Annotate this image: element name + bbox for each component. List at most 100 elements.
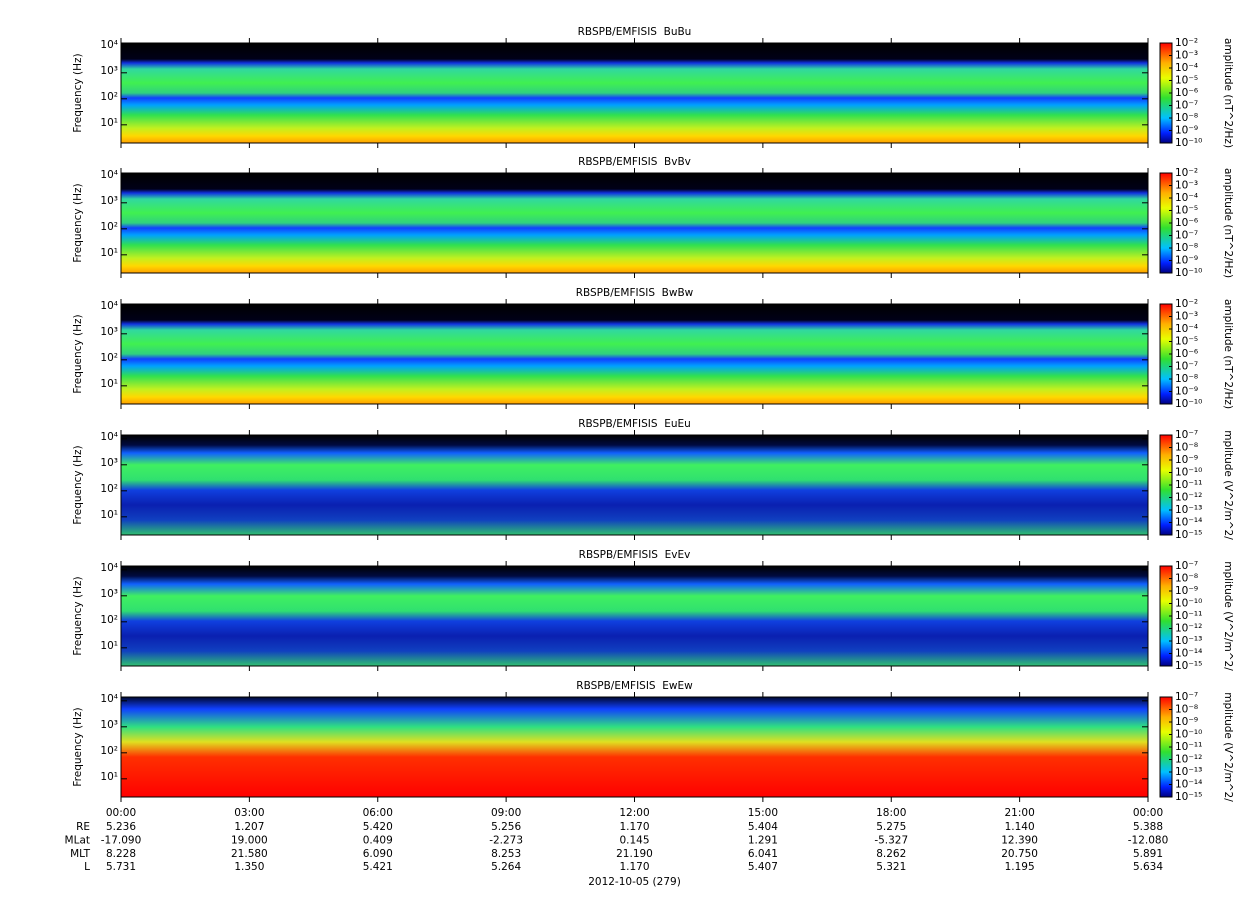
colorbar-tick-label: 10⁻⁷ [1175, 429, 1198, 441]
ephemeris-value: 0.409 [363, 834, 393, 846]
colorbar-tick-label: 10⁻¹¹ [1175, 741, 1202, 753]
colorbar-tick-label: 10⁻¹³ [1175, 504, 1202, 516]
colorbar-tick-label: 10⁻¹⁵ [1175, 529, 1202, 541]
y-tick-label: 10⁴ [100, 693, 118, 705]
ephemeris-value: 8.253 [491, 848, 521, 860]
y-axis-label: Frequency (Hz) [72, 576, 84, 655]
colorbar-tick-label: 10⁻⁷ [1175, 230, 1198, 242]
ephemeris-value: 6.090 [363, 848, 393, 860]
colorbar-tick-label: 10⁻¹⁵ [1175, 660, 1202, 672]
colorbar-tick-label: 10⁻¹⁴ [1175, 779, 1202, 791]
ephemeris-value: 21.190 [616, 848, 653, 860]
ephemeris-value: 5.421 [363, 861, 393, 873]
y-tick-label: 10⁴ [100, 562, 118, 574]
y-tick-label: 10¹ [100, 247, 118, 259]
y-tick-label: 10² [100, 745, 118, 757]
ephemeris-value: 5.321 [876, 861, 906, 873]
ephemeris-value: -2.273 [489, 834, 523, 846]
ephemeris-value: -12.080 [1128, 834, 1169, 846]
x-tick-label: 00:00 [106, 807, 136, 819]
ephemeris-value: 19.000 [231, 834, 268, 846]
colorbar-tick-label: 10⁻¹⁰ [1175, 398, 1202, 410]
colorbar-tick-label: 10⁻⁵ [1175, 336, 1198, 348]
colorbar-tick-label: 10⁻¹⁰ [1175, 267, 1202, 279]
ephemeris-value: 5.264 [491, 861, 521, 873]
colorbar-tick-label: 10⁻⁴ [1175, 323, 1198, 335]
y-axis-label: Frequency (Hz) [72, 183, 84, 262]
y-tick-label: 10¹ [100, 378, 118, 390]
colorbar-tick-label: 10⁻¹⁰ [1175, 467, 1202, 479]
ephemeris-value: 21.580 [231, 848, 268, 860]
ephemeris-value: 5.256 [491, 821, 521, 833]
colorbar-label: amplitude (nT^2/Hz) [1222, 299, 1234, 409]
ephemeris-label: MLat [65, 834, 90, 846]
panel-title: RBSPB/EMFISIS BvBv [578, 156, 691, 168]
colorbar-tick-label: 10⁻¹¹ [1175, 610, 1202, 622]
colorbar-tick-label: 10⁻⁸ [1175, 573, 1198, 585]
colorbar-tick-label: 10⁻⁴ [1175, 62, 1198, 74]
colorbar-tick-label: 10⁻² [1175, 37, 1198, 49]
panel-title: RBSPB/EMFISIS EuEu [578, 418, 691, 430]
ephemeris-label: RE [76, 821, 90, 833]
ephemeris-label: MLT [70, 848, 90, 860]
colorbar-tick-label: 10⁻¹⁰ [1175, 729, 1202, 741]
colorbar-tick-label: 10⁻² [1175, 167, 1198, 179]
colorbar-label: mplitude (V^2/m^2/ [1222, 692, 1234, 802]
panel-title: RBSPB/EMFISIS EvEv [579, 549, 691, 561]
panel-title: RBSPB/EMFISIS BuBu [578, 26, 692, 38]
ephemeris-value: 1.140 [1005, 821, 1035, 833]
colorbar-tick-label: 10⁻⁹ [1175, 716, 1198, 728]
ephemeris-value: 8.228 [106, 848, 136, 860]
x-tick-label: 12:00 [619, 807, 649, 819]
ephemeris-value: 5.236 [106, 821, 136, 833]
ephemeris-value: 1.291 [748, 834, 778, 846]
x-tick-label: 09:00 [491, 807, 521, 819]
spectrogram-image [121, 304, 1148, 404]
ephemeris-value: 5.275 [876, 821, 906, 833]
x-tick-label: 06:00 [363, 807, 393, 819]
ephemeris-value: -17.090 [101, 834, 142, 846]
colorbar-tick-label: 10⁻¹⁰ [1175, 137, 1202, 149]
colorbar-tick-label: 10⁻¹² [1175, 623, 1202, 635]
spectrogram-image [121, 173, 1148, 273]
colorbar-tick-label: 10⁻⁵ [1175, 205, 1198, 217]
ephemeris-value: 5.407 [748, 861, 778, 873]
y-tick-label: 10² [100, 352, 118, 364]
y-tick-label: 10² [100, 221, 118, 233]
y-tick-label: 10¹ [100, 771, 118, 783]
y-tick-label: 10⁴ [100, 39, 118, 51]
ephemeris-value: 20.750 [1001, 848, 1038, 860]
y-tick-label: 10² [100, 91, 118, 103]
colorbar-label: amplitude (nT^2/Hz) [1222, 168, 1234, 278]
colorbar-tick-label: 10⁻⁷ [1175, 560, 1198, 572]
ephemeris-value: 1.350 [234, 861, 264, 873]
x-tick-label: 21:00 [1004, 807, 1034, 819]
spectrogram-image [121, 43, 1148, 143]
colorbar-label: mplitude (V^2/m^2/ [1222, 561, 1234, 671]
colorbar-tick-label: 10⁻⁷ [1175, 691, 1198, 703]
ephemeris-value: 5.420 [363, 821, 393, 833]
date-label: 2012-10-05 (279) [588, 876, 681, 888]
colorbar-tick-label: 10⁻¹² [1175, 492, 1202, 504]
colorbar-label: amplitude (nT^2/Hz) [1222, 38, 1234, 148]
ephemeris-value: 5.731 [106, 861, 136, 873]
ephemeris-value: 1.195 [1005, 861, 1035, 873]
spectrogram-image [121, 435, 1148, 535]
colorbar-tick-label: 10⁻⁸ [1175, 442, 1198, 454]
y-axis-label: Frequency (Hz) [72, 445, 84, 524]
y-axis-label: Frequency (Hz) [72, 314, 84, 393]
ephemeris-value: 1.207 [234, 821, 264, 833]
y-tick-label: 10³ [100, 65, 118, 77]
ephemeris-value: 12.390 [1001, 834, 1038, 846]
y-tick-label: 10² [100, 483, 118, 495]
colorbar-tick-label: 10⁻¹¹ [1175, 479, 1202, 491]
y-tick-label: 10¹ [100, 117, 118, 129]
x-tick-label: 03:00 [234, 807, 264, 819]
colorbar-tick-label: 10⁻¹² [1175, 754, 1202, 766]
y-tick-label: 10³ [100, 719, 118, 731]
colorbar-tick-label: 10⁻¹⁴ [1175, 517, 1202, 529]
colorbar-tick-label: 10⁻⁹ [1175, 454, 1198, 466]
ephemeris-value: -5.327 [874, 834, 908, 846]
ephemeris-value: 0.145 [619, 834, 649, 846]
